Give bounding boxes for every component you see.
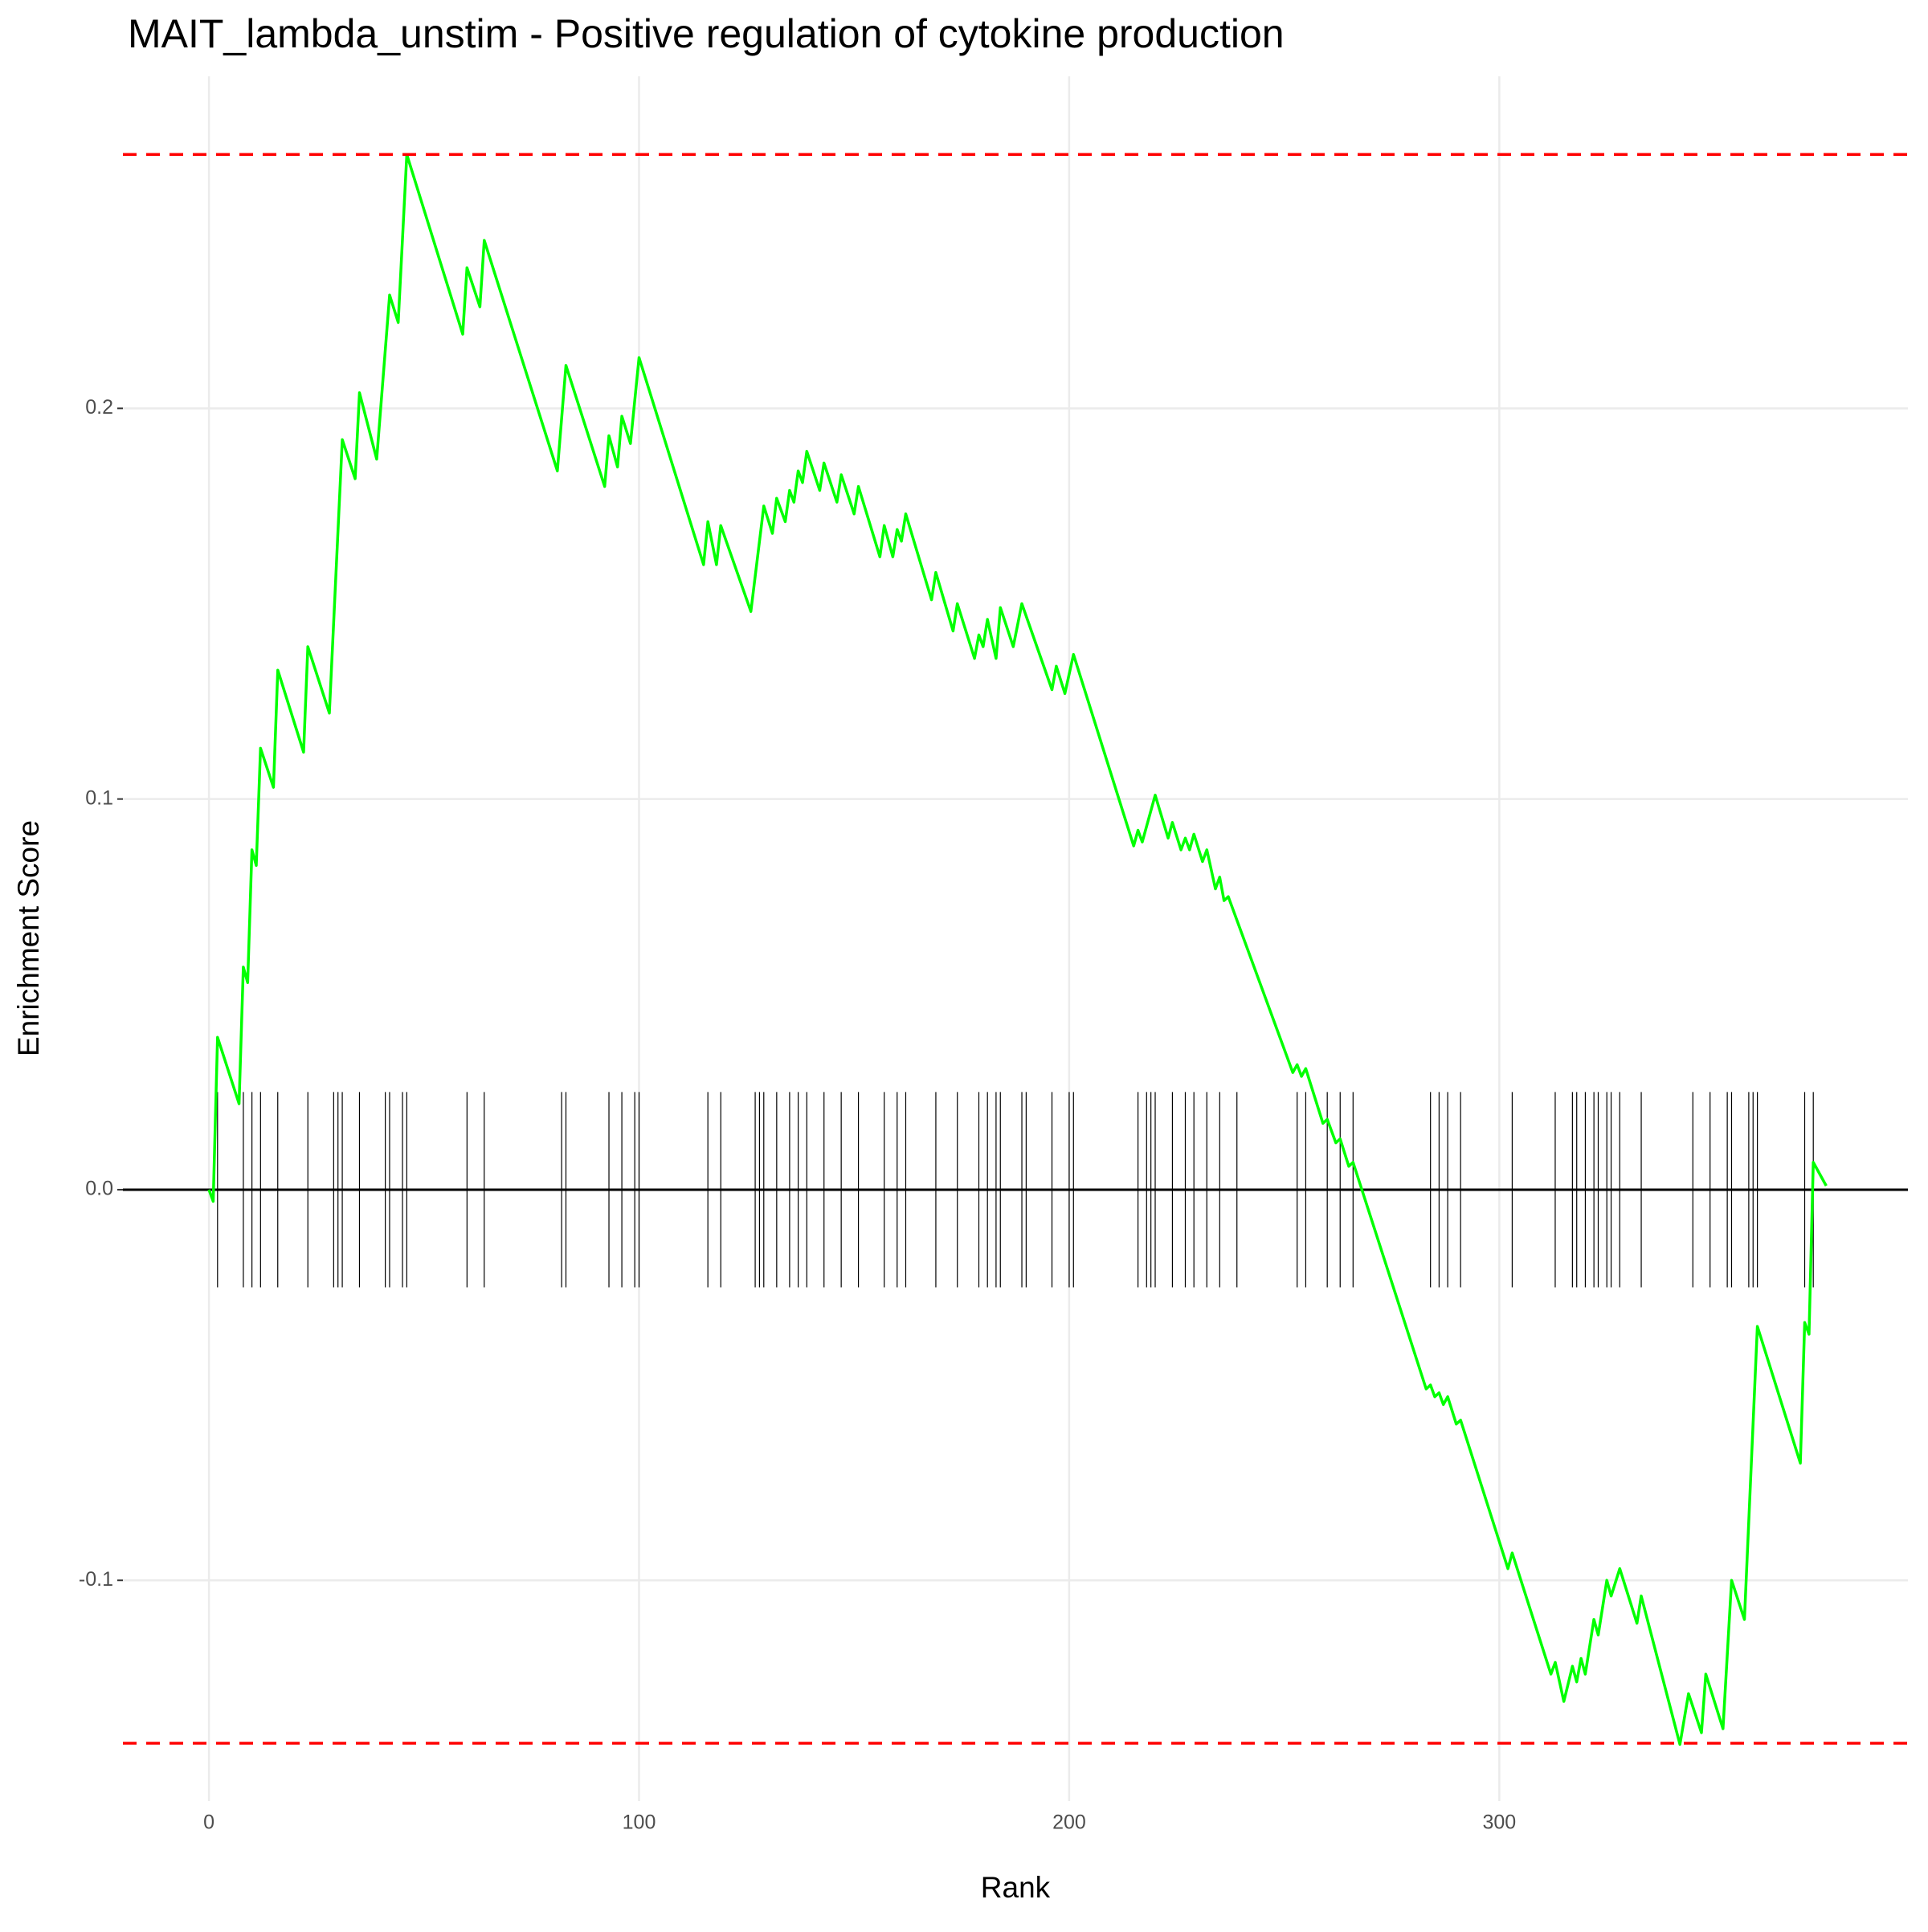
y-tick-label: -0.1	[79, 1568, 113, 1591]
chart-title: MAIT_lambda_unstim - Positive regulation…	[128, 11, 1285, 56]
x-tick-label: 300	[1482, 1812, 1516, 1834]
y-tick-label: 0.1	[85, 786, 113, 809]
y-tick-label: 0.2	[85, 396, 113, 419]
x-tick-label: 100	[623, 1812, 656, 1834]
x-tick-label: 0	[203, 1812, 214, 1834]
y-tick-label: 0.0	[85, 1178, 113, 1200]
x-axis-label: Rank	[981, 1871, 1051, 1904]
y-axis-label: Enrichment Score	[12, 820, 45, 1056]
es-line	[207, 153, 1828, 1746]
x-tick-label: 200	[1052, 1812, 1086, 1834]
